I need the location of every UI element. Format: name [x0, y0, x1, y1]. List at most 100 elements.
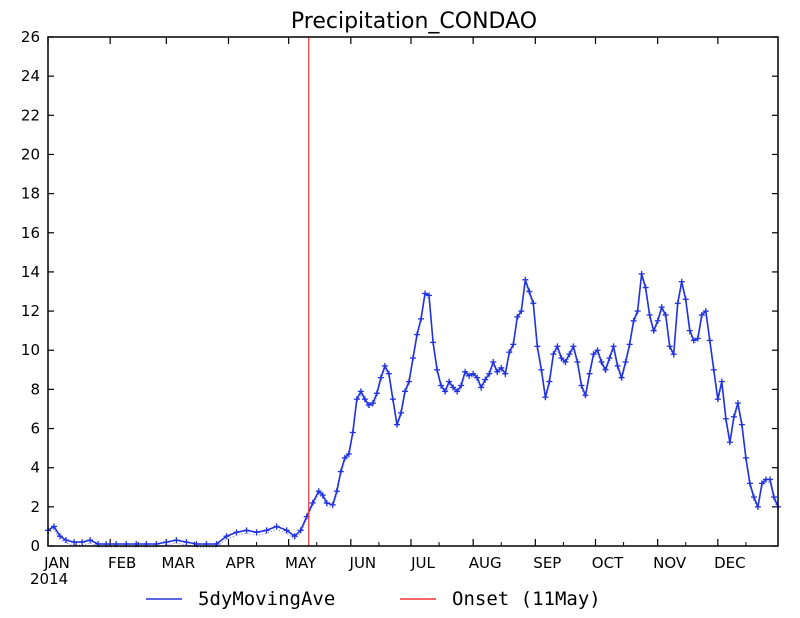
data-point — [738, 421, 745, 428]
data-point — [223, 533, 230, 540]
data-point — [494, 368, 501, 375]
legend-label-onset: Onset (11May) — [452, 588, 601, 610]
data-point — [315, 488, 322, 495]
data-point — [598, 358, 605, 365]
data-point — [542, 394, 549, 401]
data-point — [526, 288, 533, 295]
data-point — [558, 355, 565, 362]
y-tick-label: 18 — [21, 185, 40, 203]
data-point — [730, 413, 737, 420]
data-point — [438, 382, 445, 389]
data-point — [385, 370, 392, 377]
data-point — [291, 533, 298, 540]
y-tick-label: 10 — [21, 341, 40, 359]
data-point — [458, 382, 465, 389]
data-point — [462, 368, 469, 375]
data-point — [502, 370, 509, 377]
data-point — [297, 527, 304, 534]
data-point — [389, 396, 396, 403]
y-tick-label: 6 — [30, 420, 40, 438]
y-tick-label: 20 — [21, 145, 40, 163]
x-tick-label: JAN — [43, 554, 70, 572]
data-point — [361, 396, 368, 403]
data-point — [283, 527, 290, 534]
data-point — [662, 311, 669, 318]
data-point — [626, 341, 633, 348]
data-point — [718, 378, 725, 385]
x-tick-label: OCT — [592, 554, 624, 572]
data-point — [323, 499, 330, 506]
data-point — [742, 454, 749, 461]
data-point — [454, 388, 461, 395]
data-point — [486, 370, 493, 377]
data-point — [506, 349, 513, 356]
data-point — [734, 400, 741, 407]
data-point — [594, 347, 601, 354]
data-point — [570, 343, 577, 350]
data-point — [666, 343, 673, 350]
data-point — [578, 382, 585, 389]
data-point — [474, 374, 481, 381]
data-point — [63, 537, 70, 544]
data-point — [51, 523, 58, 530]
data-point — [702, 308, 709, 315]
y-tick-label: 14 — [21, 263, 40, 281]
data-point — [71, 539, 78, 546]
data-point — [574, 358, 581, 365]
data-point — [726, 439, 733, 446]
data-point — [470, 370, 477, 377]
data-point — [602, 366, 609, 373]
data-point — [582, 392, 589, 399]
data-point — [706, 337, 713, 344]
data-point — [79, 539, 86, 546]
data-point — [610, 343, 617, 350]
x-tick-label: APR — [226, 554, 256, 572]
data-point — [614, 362, 621, 369]
data-point — [518, 308, 525, 315]
data-point — [622, 358, 629, 365]
data-point — [510, 341, 517, 348]
x-axis: JAN FEB MAR APR MAY JUN JUL AUG SEP OCT NOV DEC 2014 — [30, 37, 747, 588]
data-point — [243, 527, 250, 534]
data-point — [410, 355, 416, 362]
data-point — [263, 527, 270, 534]
data-point — [401, 388, 408, 395]
data-point — [87, 537, 94, 544]
y-tick-label: 2 — [30, 498, 40, 516]
y-tick-label: 26 — [21, 28, 40, 46]
data-point — [57, 533, 64, 540]
data-point — [566, 351, 573, 358]
data-point — [309, 499, 316, 506]
x-tick-label: FEB — [108, 554, 136, 572]
data-point — [418, 315, 425, 322]
data-point — [482, 376, 489, 383]
data-point — [670, 351, 677, 358]
data-point — [442, 388, 449, 395]
data-point — [377, 374, 384, 381]
x-tick-label: SEP — [533, 554, 561, 572]
data-point — [654, 317, 661, 324]
data-point — [634, 308, 641, 315]
data-point — [426, 292, 433, 299]
data-point — [345, 450, 352, 457]
data-point — [538, 366, 545, 373]
plot-area — [45, 37, 781, 548]
data-point — [550, 351, 557, 358]
data-point — [746, 480, 753, 487]
data-point — [534, 343, 541, 350]
data-point — [698, 311, 705, 318]
x-tick-label: JUL — [410, 554, 435, 572]
data-point — [397, 409, 404, 416]
data-point — [478, 384, 485, 391]
y-tick-label: 16 — [21, 224, 40, 242]
y-tick-label: 22 — [21, 106, 40, 124]
data-point — [434, 366, 441, 373]
data-point — [253, 529, 260, 536]
legend: 5dyMovingAve Onset (11May) — [146, 588, 601, 610]
data-point — [682, 296, 689, 303]
data-point — [373, 390, 380, 397]
data-point — [446, 378, 453, 385]
data-point — [450, 384, 457, 391]
data-point — [546, 378, 553, 385]
y-tick-label: 8 — [30, 380, 40, 398]
